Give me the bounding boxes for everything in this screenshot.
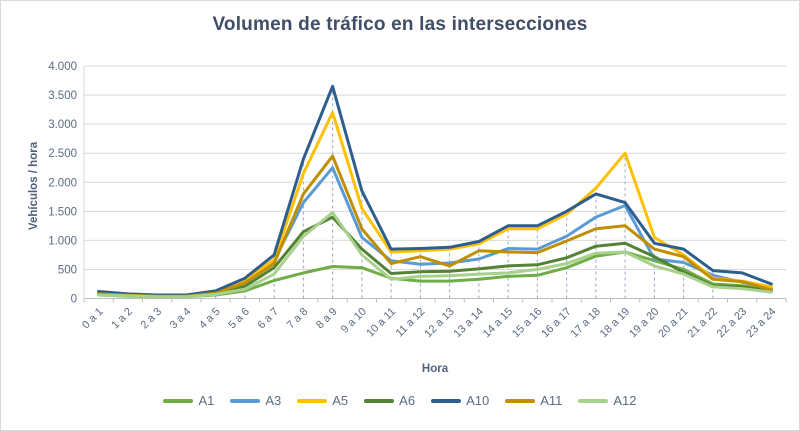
x-tick-label: 20 a 21	[656, 306, 690, 340]
legend-label: A6	[399, 393, 416, 408]
x-tick-label: 8 a 9	[314, 306, 340, 332]
x-tick-label: 16 a 17	[539, 306, 573, 340]
legend-swatch-A6	[364, 398, 395, 403]
y-tick-label: 3.500	[48, 90, 77, 102]
x-tick-label: 19 a 20	[627, 306, 661, 340]
x-tick-label: 4 a 5	[197, 306, 223, 332]
y-tick-label: 0	[71, 294, 77, 306]
series-line-A6[interactable]	[97, 215, 773, 298]
legend-item-A12[interactable]: A12	[578, 393, 637, 408]
x-tick-label: 13 a 14	[452, 306, 486, 340]
x-tick-label: 14 a 15	[481, 306, 515, 340]
x-tick-label: 1 a 2	[109, 306, 135, 332]
legend-item-A3[interactable]: A3	[230, 393, 281, 408]
legend-swatch-A10	[431, 398, 462, 403]
x-tick-label: 12 a 13	[422, 306, 456, 340]
legend-swatch-A12	[578, 398, 609, 403]
x-tick-label: 11 a 12	[394, 306, 428, 340]
legend-label: A10	[466, 393, 490, 408]
legend-item-A10[interactable]: A10	[431, 393, 489, 408]
x-tick-label: 7 a 8	[285, 306, 311, 332]
x-tick-label: 17 a 18	[569, 306, 603, 340]
y-tick-label: 1.000	[48, 235, 77, 247]
chart-legend: A1 A3 A5 A6 A10 A11 A12	[1, 393, 799, 408]
x-tick-label: 10 a 11	[364, 306, 398, 340]
chart-title: Volumen de tráfico en las intersecciones	[212, 14, 588, 35]
x-tick-label: 3 a 4	[168, 306, 194, 332]
line-chart: 0 500 1.000 1.500 2.000 2.500 3.000 3.500 4.000 0…	[28, 61, 787, 340]
x-axis-title: Hora	[421, 363, 449, 375]
y-tick-label: 500	[58, 264, 77, 276]
y-tick-label: 2.500	[48, 148, 77, 160]
legend-label: A11	[540, 393, 563, 408]
series-line-A5[interactable]	[97, 111, 773, 298]
series-line-A10[interactable]	[97, 84, 773, 297]
legend-label: A3	[265, 393, 282, 408]
legend-label: A12	[613, 393, 637, 408]
legend-swatch-A11	[505, 398, 536, 403]
x-tick-label: 23 a 24	[744, 306, 778, 340]
y-tick-label: 1.500	[48, 206, 77, 218]
x-tick-label: 21 a 22	[686, 306, 720, 340]
legend-label: A5	[332, 393, 349, 408]
x-tick-label: 22 a 23	[715, 306, 749, 340]
y-axis-title: Vehículos / hora	[28, 141, 40, 230]
legend-swatch-A1	[163, 398, 194, 403]
legend-swatch-A5	[297, 398, 328, 403]
x-tick-label: 6 a 7	[255, 306, 281, 332]
legend-swatch-A3	[230, 398, 261, 403]
series-line-A12[interactable]	[97, 211, 773, 299]
legend-item-A11[interactable]: A11	[505, 393, 562, 408]
x-tick-label: 15 a 16	[510, 306, 544, 340]
legend-item-A1[interactable]: A1	[163, 393, 214, 408]
y-tick-label: 4.000	[48, 61, 77, 73]
legend-label: A1	[198, 393, 215, 408]
legend-item-A5[interactable]: A5	[297, 393, 348, 408]
x-tick-label: 2 a 3	[138, 306, 164, 332]
x-tick-label: 18 a 19	[598, 306, 632, 340]
y-tick-label: 2.000	[48, 177, 77, 189]
y-tick-label: 3.000	[48, 119, 77, 131]
series-line-A1[interactable]	[97, 250, 773, 299]
legend-item-A6[interactable]: A6	[364, 393, 415, 408]
x-tick-label: 5 a 6	[226, 306, 252, 332]
x-tick-label: 0 a 1	[80, 306, 106, 332]
